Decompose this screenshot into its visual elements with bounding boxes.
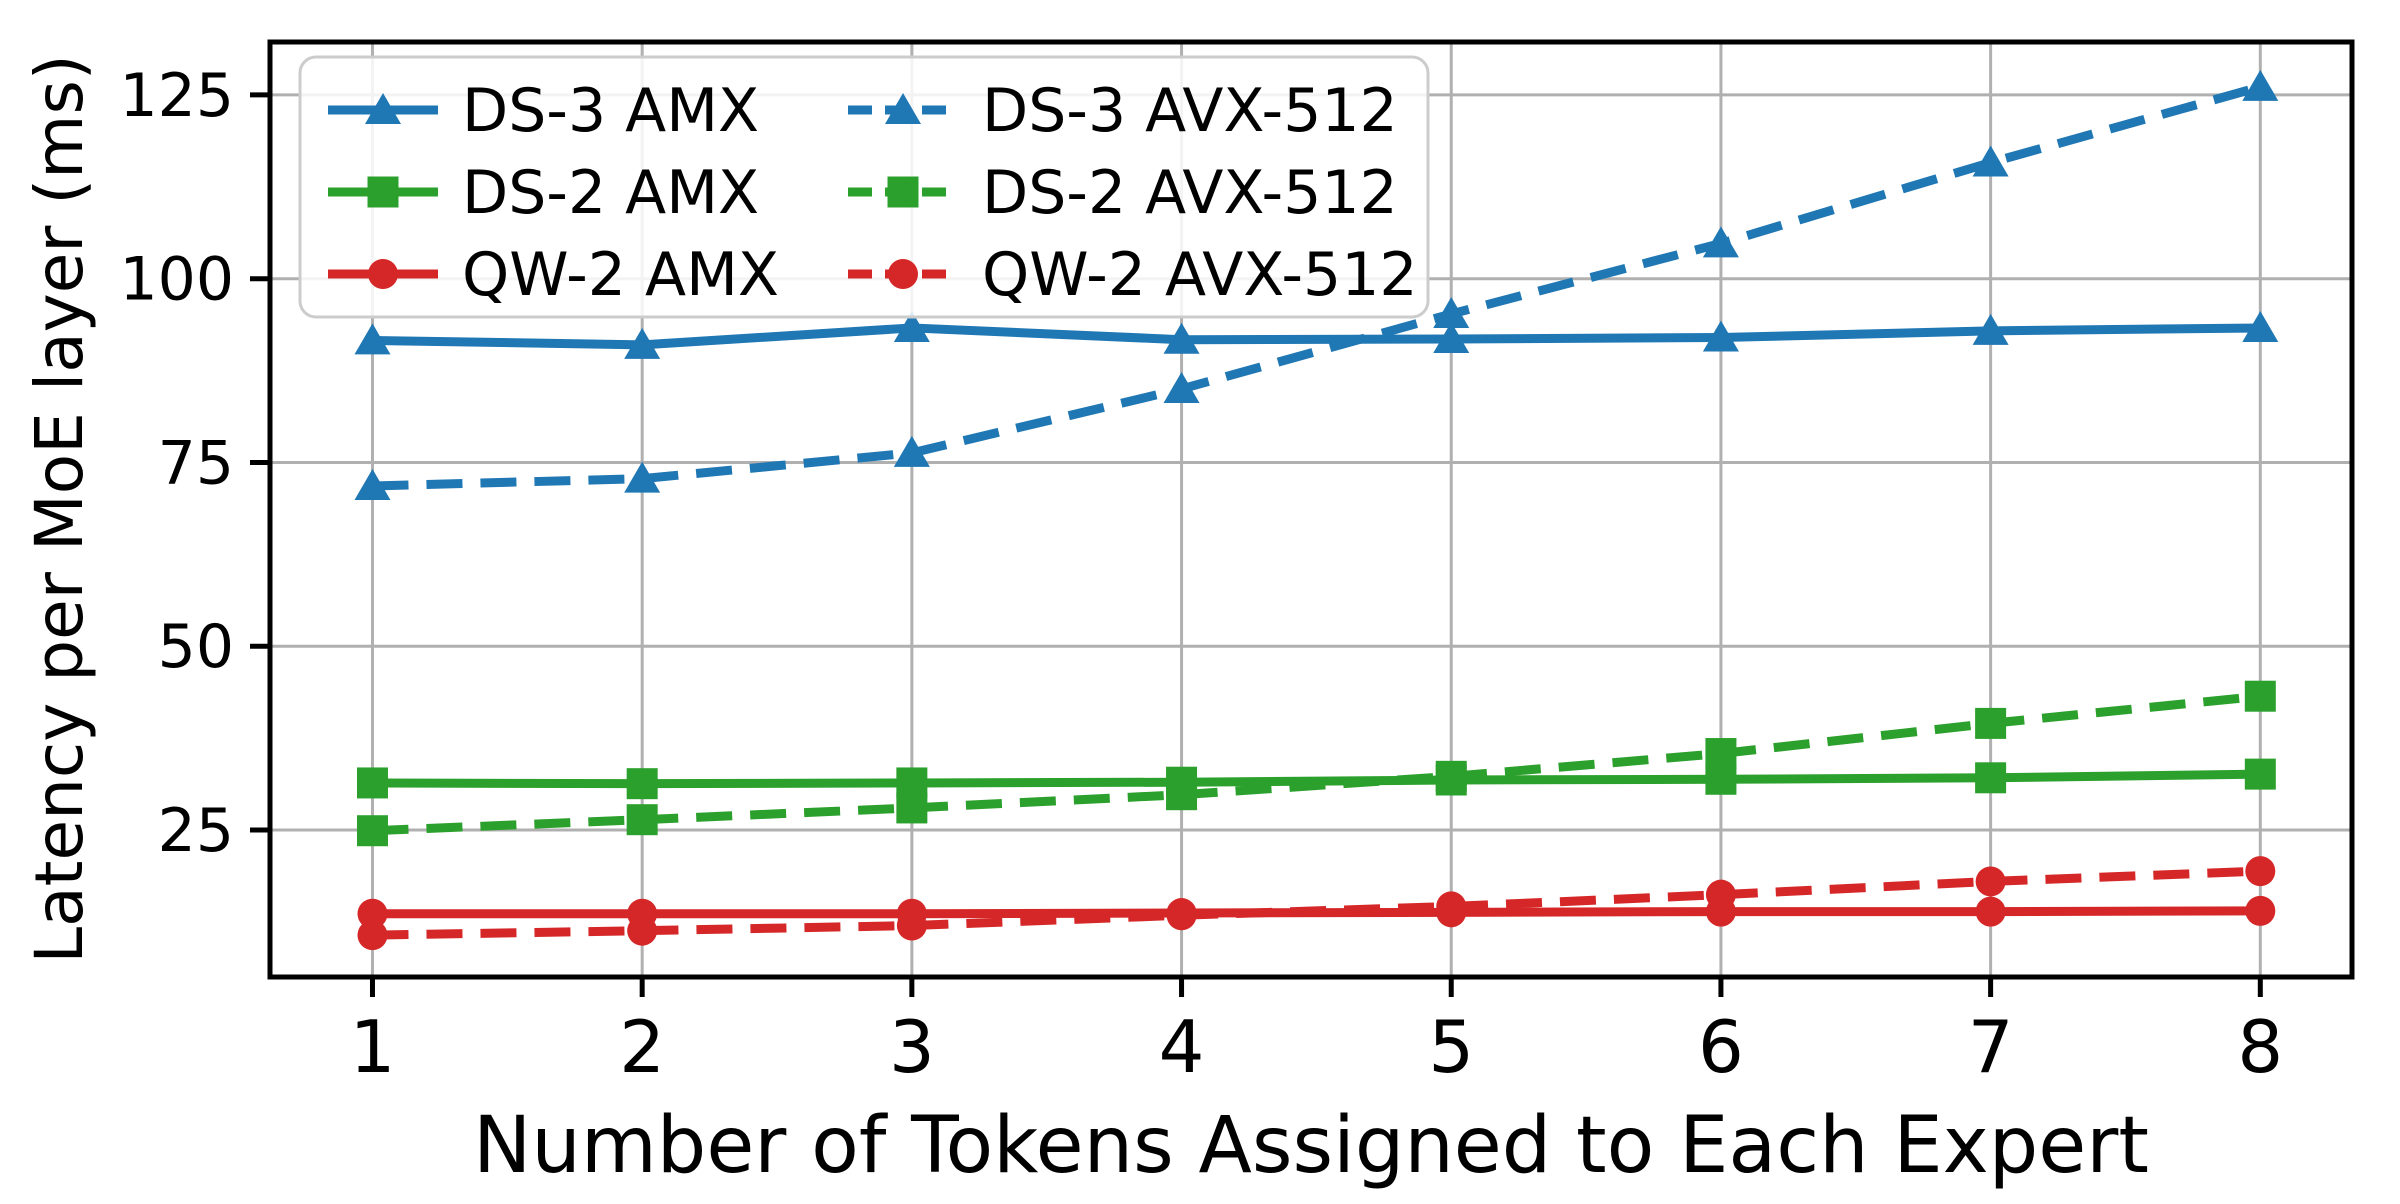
y-tick-label-50: 50 (158, 612, 234, 682)
marker-ds-2-amx-x2 (626, 768, 658, 800)
series-ds-3-avx-512 (354, 69, 2279, 500)
x-tick-label-2: 2 (619, 1005, 665, 1089)
marker-ds-3-amx-x6 (1702, 320, 1739, 352)
x-tick-label-5: 5 (1428, 1005, 1474, 1089)
legend-label-ds-3-avx-512: DS-3 AVX-512 (982, 76, 1398, 146)
legend-layer: DS-3 AMX DS-2 AMX QW-2 AMX DS-3 AVX-512 DS-2… (298, 55, 1430, 319)
x-tick-label-3: 3 (889, 1005, 935, 1089)
marker-ds-3-avx-512-x5 (1433, 296, 1470, 328)
series-line-ds-3-amx (372, 323, 2261, 350)
marker-ds-3-avx-512-x7 (1972, 145, 2009, 177)
legend-box (298, 55, 1430, 319)
marker-ds-2-avx-512-x1 (356, 815, 388, 847)
legend-label-ds-2-avx-512: DS-2 AVX-512 (982, 158, 1398, 228)
marker-ds-2-avx-512-x4 (1166, 779, 1198, 811)
legend-entry-qw-2-amx: QW-2 AMX (328, 240, 779, 310)
legend-entry-ds-3-amx: DS-3 AMX (328, 76, 759, 146)
marker-ds-3-avx-512-x3 (893, 435, 930, 467)
series-ds-2-amx (356, 758, 2276, 800)
marker-ds-2-avx-512-x7 (1975, 707, 2007, 739)
marker-ds-3-avx-512-x4 (1163, 371, 1200, 403)
legend-label-ds-3-amx: DS-3 AMX (462, 76, 759, 146)
marker-ds-2-avx-512-x8 (2244, 680, 2276, 712)
legend-marker-ds-3-avx-512 (885, 93, 921, 124)
x-axis-label: Number of Tokens Assigned to Each Expert (473, 1101, 2149, 1191)
marker-qw-2-avx-512-x8 (2245, 856, 2276, 887)
series-ds-3-amx (354, 310, 2279, 359)
legend-label-qw-2-avx-512: QW-2 AVX-512 (982, 240, 1418, 310)
y-axis-label: Latency per MoE layer (ms) (21, 54, 98, 963)
plot-border (267, 39, 2355, 980)
x-tick-label-1: 1 (350, 1005, 396, 1089)
marker-ds-2-amx-x1 (356, 767, 388, 799)
series-line-ds-2-avx-512 (372, 691, 2261, 836)
marker-qw-2-amx-x7 (1975, 896, 2006, 927)
legend-marker-ds-2-amx (367, 176, 399, 208)
legend-entry-ds-2-avx-512: DS-2 AVX-512 (848, 158, 1398, 228)
x-tick-label-6: 6 (1698, 1005, 1744, 1089)
marker-ds-3-avx-512-x2 (624, 461, 661, 493)
marker-qw-2-avx-512-x6 (1705, 879, 1736, 910)
x-tick-label-8: 8 (2237, 1005, 2283, 1089)
x-tick-label-7: 7 (1968, 1005, 2014, 1089)
marker-ds-3-avx-512-x6 (1702, 226, 1739, 258)
series-layer (354, 69, 2279, 951)
marker-ds-3-amx-x2 (624, 327, 661, 359)
legend-entry-qw-2-avx-512: QW-2 AVX-512 (848, 240, 1418, 310)
marker-ds-3-amx-x8 (2242, 310, 2279, 342)
marker-ds-3-amx-x4 (1163, 322, 1200, 354)
y-tick-label-125: 125 (119, 61, 234, 131)
marker-ds-2-amx-x7 (1975, 762, 2007, 794)
legend-label-ds-2-amx: DS-2 AMX (462, 158, 759, 228)
marker-ds-3-amx-x5 (1433, 321, 1470, 353)
y-tick-label-75: 75 (158, 428, 234, 498)
marker-ds-3-amx-x1 (354, 323, 391, 355)
series-qw-2-avx-512 (357, 856, 2276, 951)
marker-ds-2-amx-x8 (2244, 758, 2276, 790)
marker-ds-2-avx-512-x5 (1435, 760, 1467, 792)
legend-marker-qw-2-avx-512 (888, 259, 918, 289)
marker-qw-2-avx-512-x3 (896, 910, 927, 941)
axes-layer: 25 50 75 100 125 1 2 3 4 5 6 7 8 (119, 39, 2355, 1089)
marker-qw-2-avx-512-x5 (1436, 891, 1467, 922)
legend-entry-ds-2-amx: DS-2 AMX (328, 158, 759, 228)
x-tick-label-4: 4 (1159, 1005, 1205, 1089)
marker-qw-2-avx-512-x2 (627, 915, 658, 946)
legend-marker-qw-2-amx (368, 259, 398, 289)
marker-ds-3-avx-512-x8 (2242, 69, 2279, 101)
series-ds-2-avx-512 (356, 680, 2276, 847)
y-tick-label-100: 100 (119, 245, 234, 315)
marker-qw-2-avx-512-x7 (1975, 866, 2006, 897)
marker-qw-2-avx-512-x4 (1166, 900, 1197, 931)
marker-ds-3-avx-512-x1 (354, 468, 391, 500)
legend-label-qw-2-amx: QW-2 AMX (462, 240, 779, 310)
marker-ds-2-avx-512-x3 (896, 792, 928, 824)
legend-marker-ds-2-avx-512 (887, 176, 919, 208)
legend-marker-ds-3-amx (365, 93, 401, 124)
series-line-qw-2-avx-512 (372, 866, 2261, 940)
marker-ds-2-avx-512-x6 (1705, 738, 1737, 770)
marker-qw-2-amx-x1 (357, 898, 388, 929)
legend-entry-ds-3-avx-512: DS-3 AVX-512 (848, 76, 1398, 146)
y-tick-label-25: 25 (158, 796, 234, 866)
marker-qw-2-amx-x8 (2245, 895, 2276, 926)
marker-qw-2-avx-512-x1 (357, 920, 388, 951)
marker-ds-2-avx-512-x2 (626, 804, 658, 836)
marker-ds-3-amx-x3 (893, 310, 930, 342)
marker-ds-3-amx-x7 (1972, 313, 2009, 345)
